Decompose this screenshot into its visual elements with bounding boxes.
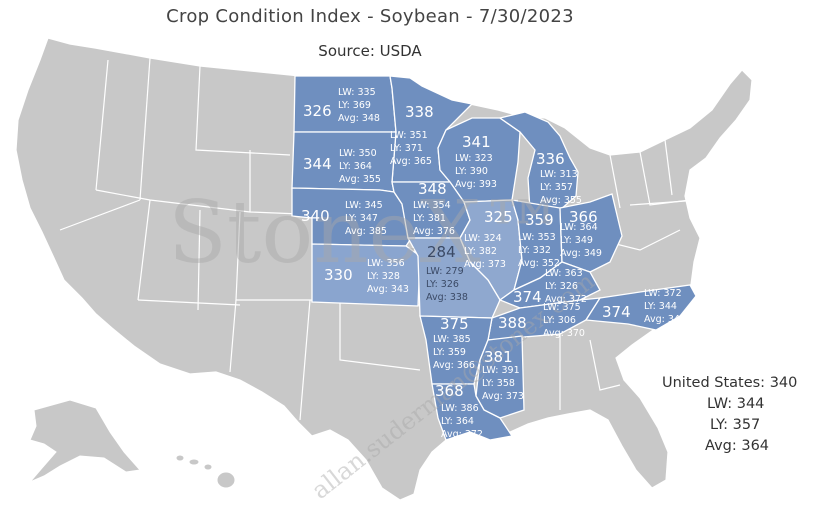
state-index-wisconsin: 341 xyxy=(462,133,491,151)
state-index-louisiana: 368 xyxy=(435,382,464,400)
state-ly-indiana: LY: 332 xyxy=(518,245,551,256)
state-ly-iowa: LY: 381 xyxy=(413,213,446,224)
state-north-carolina xyxy=(584,284,697,331)
state-lw-illinois: LW: 324 xyxy=(464,233,502,244)
state-arkansas xyxy=(419,315,493,385)
state-index-minnesota: 338 xyxy=(405,103,434,121)
state-index-kansas: 330 xyxy=(324,266,353,284)
state-ly-north-carolina: LY: 344 xyxy=(644,301,677,312)
state-lw-michigan: LW: 313 xyxy=(540,169,578,180)
state-index-arkansas: 375 xyxy=(440,315,469,333)
state-avg-michigan: Avg: 355 xyxy=(540,195,582,206)
state-lw-tennessee: LW: 375 xyxy=(543,302,581,313)
state-avg-south-dakota: Avg: 355 xyxy=(339,174,381,185)
state-lw-arkansas: LW: 385 xyxy=(433,334,471,345)
state-ly-ohio: LY: 349 xyxy=(560,235,593,246)
state-lw-south-dakota: LW: 350 xyxy=(339,148,377,159)
state-avg-minnesota: Avg: 365 xyxy=(390,156,432,167)
state-avg-illinois: Avg: 373 xyxy=(464,259,506,270)
national-value: 340 xyxy=(769,375,798,391)
state-ly-kentucky: LY: 326 xyxy=(545,281,578,292)
state-lw-missouri: LW: 279 xyxy=(426,266,464,277)
national-label: United States: xyxy=(662,375,766,391)
state-lw-north-carolina: LW: 372 xyxy=(644,288,682,299)
state-ly-minnesota: LY: 371 xyxy=(390,143,423,154)
state-ly-mississippi: LY: 358 xyxy=(482,378,515,389)
hawaii-shape xyxy=(175,454,236,489)
state-avg-arkansas: Avg: 366 xyxy=(433,360,475,371)
state-index-michigan: 336 xyxy=(536,150,565,168)
state-index-illinois: 325 xyxy=(484,208,513,226)
state-index-tennessee: 388 xyxy=(498,314,527,332)
national-avg-label: Avg: xyxy=(705,438,737,454)
state-lw-indiana: LW: 353 xyxy=(518,232,556,243)
state-avg-kansas: Avg: 343 xyxy=(367,284,409,295)
national-avg-value: 364 xyxy=(741,438,770,454)
highlighted-states xyxy=(291,75,697,441)
state-ly-arkansas: LY: 359 xyxy=(433,347,466,358)
state-avg-missouri: Avg: 338 xyxy=(426,292,468,303)
state-ly-kansas: LY: 328 xyxy=(367,271,400,282)
state-avg-indiana: Avg: 352 xyxy=(518,258,560,269)
state-lw-louisiana: LW: 386 xyxy=(441,403,479,414)
national-lw-value: 344 xyxy=(736,396,765,412)
state-index-nebraska: 340 xyxy=(301,207,330,225)
state-avg-ohio: Avg: 349 xyxy=(560,248,602,259)
state-avg-louisiana: Avg: 372 xyxy=(441,429,483,440)
state-ly-north-dakota: LY: 369 xyxy=(338,100,371,111)
state-lw-minnesota: LW: 351 xyxy=(390,130,428,141)
state-ly-south-dakota: LY: 364 xyxy=(339,161,372,172)
state-ly-wisconsin: LY: 390 xyxy=(455,166,488,177)
state-index-indiana: 359 xyxy=(525,211,554,229)
state-avg-north-carolina: Avg: 347 xyxy=(644,314,686,325)
national-ly-value: 357 xyxy=(732,417,761,433)
state-lw-ohio: LW: 364 xyxy=(560,222,598,233)
state-ly-illinois: LY: 382 xyxy=(464,246,497,257)
state-lw-mississippi: LW: 391 xyxy=(482,365,520,376)
state-avg-mississippi: Avg: 373 xyxy=(482,391,524,402)
state-index-kentucky: 374 xyxy=(513,288,542,306)
national-avg-row: Avg: 364 xyxy=(660,436,797,457)
state-avg-nebraska: Avg: 385 xyxy=(345,226,387,237)
stonex-watermark: StoneX™ xyxy=(168,183,567,283)
state-ly-nebraska: LY: 347 xyxy=(345,213,378,224)
map-subtitle: Source: USDA xyxy=(318,42,422,60)
state-index-north-dakota: 326 xyxy=(303,102,332,120)
state-avg-tennessee: Avg: 370 xyxy=(543,328,585,339)
state-index-missouri: 284 xyxy=(427,243,456,261)
state-index-north-carolina: 374 xyxy=(602,303,631,321)
national-summary: United States: 340 LW: 344 LY: 357 Avg: … xyxy=(660,373,797,457)
state-nebraska xyxy=(291,187,411,247)
state-index-ohio: 366 xyxy=(569,208,598,226)
state-lw-iowa: LW: 354 xyxy=(413,200,451,211)
alaska-shape xyxy=(29,399,141,483)
state-avg-wisconsin: Avg: 393 xyxy=(455,179,497,190)
state-louisiana xyxy=(431,383,514,441)
national-ly-row: LY: 357 xyxy=(660,415,797,436)
state-labels: 326 LW: 335 LY: 369 Avg: 348 338 LW: 351 LY: 3… xyxy=(301,87,686,440)
state-ly-missouri: LY: 326 xyxy=(426,279,459,290)
national-lw-row: LW: 344 xyxy=(660,394,797,415)
state-index-iowa: 348 xyxy=(418,180,447,198)
state-michigan xyxy=(498,111,579,211)
state-ly-louisiana: LY: 364 xyxy=(441,416,474,427)
state-lw-kansas: LW: 356 xyxy=(367,258,405,269)
state-avg-north-dakota: Avg: 348 xyxy=(338,113,380,124)
national-ly-label: LY: xyxy=(710,417,728,433)
state-lw-nebraska: LW: 345 xyxy=(345,200,383,211)
state-lw-kentucky: LW: 363 xyxy=(545,268,583,279)
state-avg-iowa: Avg: 376 xyxy=(413,226,455,237)
map-title: Crop Condition Index - Soybean - 7/30/20… xyxy=(166,6,574,27)
national-index-row: United States: 340 xyxy=(660,373,797,394)
state-ly-tennessee: LY: 306 xyxy=(543,315,576,326)
state-lw-north-dakota: LW: 335 xyxy=(338,87,376,98)
state-lw-wisconsin: LW: 323 xyxy=(455,153,493,164)
state-index-south-dakota: 344 xyxy=(303,155,332,173)
state-ly-michigan: LY: 357 xyxy=(540,182,573,193)
state-index-mississippi: 381 xyxy=(484,348,513,366)
state-avg-kentucky: Avg: 372 xyxy=(545,294,587,305)
national-lw-label: LW: xyxy=(707,396,733,412)
